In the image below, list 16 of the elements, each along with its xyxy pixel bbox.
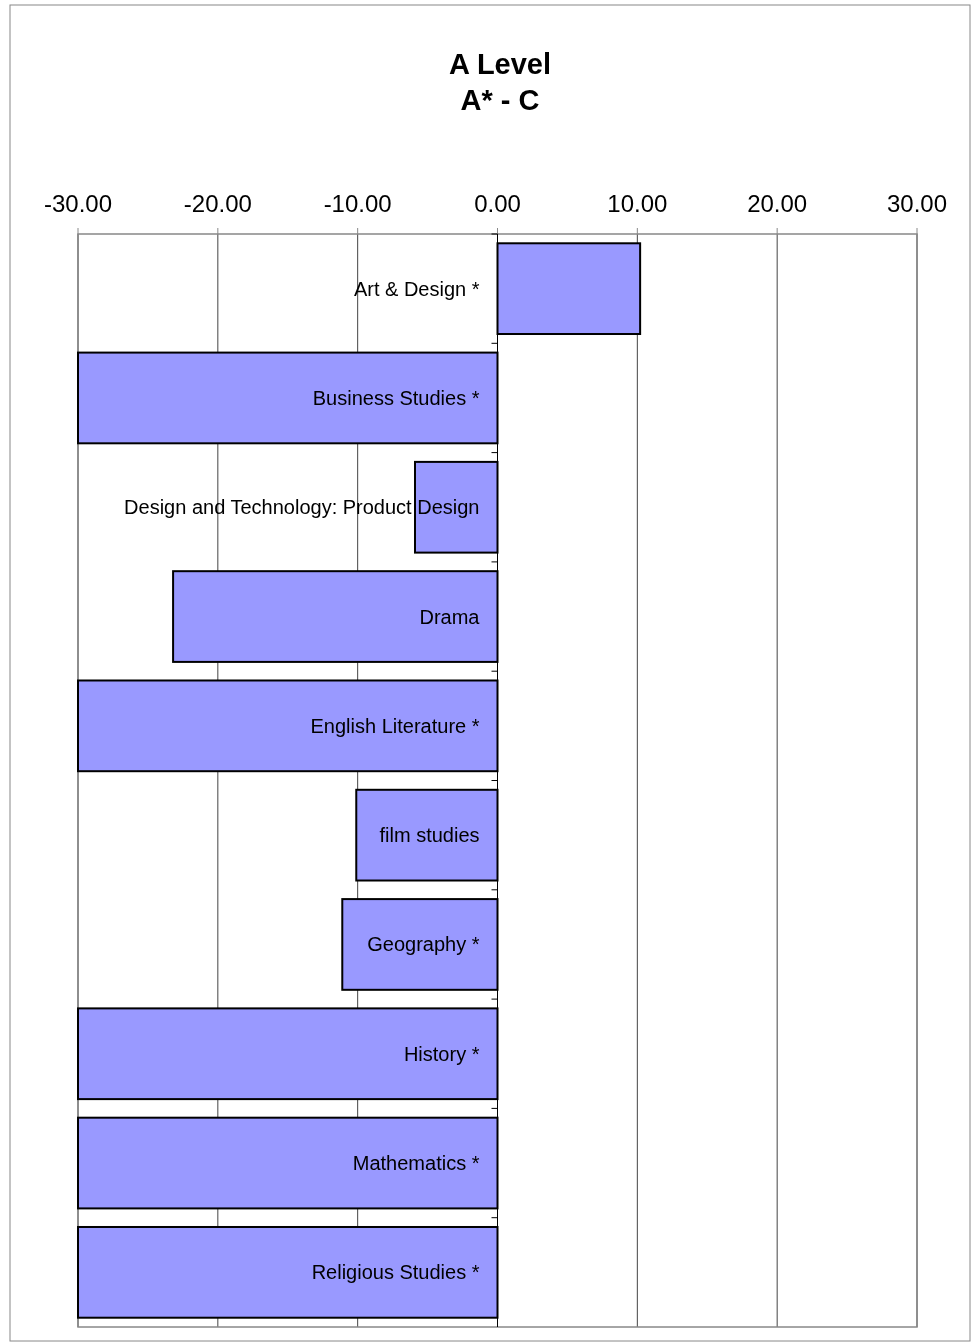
y-tick-label: English Literature * xyxy=(310,714,480,737)
y-tick-label: Drama xyxy=(419,605,481,628)
y-tick-label: film studies xyxy=(379,824,480,847)
y-tick-label: Religious Studies * xyxy=(311,1261,480,1284)
x-tick-label: -10.00 xyxy=(323,190,392,217)
x-tick-label: 0.00 xyxy=(474,190,521,217)
chart-title: A Level A* - C xyxy=(448,48,552,116)
x-tick-label: 30.00 xyxy=(886,190,948,217)
x-tick-label: -20.00 xyxy=(183,190,252,217)
y-tick-label: History * xyxy=(403,1042,480,1065)
y-tick-label: Geography * xyxy=(367,933,480,956)
x-tick-label: -30.00 xyxy=(43,190,113,217)
y-tick-label: Business Studies * xyxy=(312,386,480,409)
y-tick-label: Mathematics * xyxy=(352,1152,480,1175)
x-tick-label: 20.00 xyxy=(747,190,808,217)
x-tick-label: 10.00 xyxy=(607,190,668,217)
